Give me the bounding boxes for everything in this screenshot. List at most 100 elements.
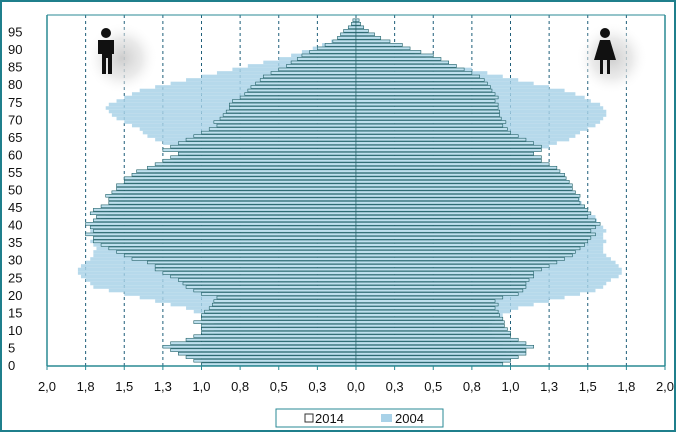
bar-2014-male <box>185 355 357 359</box>
bar-2014-female <box>355 116 502 121</box>
bar-2014-male <box>193 334 357 338</box>
bar-2014-female <box>355 46 411 51</box>
bar-2014-male <box>222 113 357 117</box>
bar-2014-male <box>352 18 357 22</box>
bar-2014-female <box>355 316 504 321</box>
bar-2004-male <box>131 92 356 96</box>
bar-2014-male <box>170 155 357 159</box>
bar-2014-male <box>247 88 357 93</box>
bar-2014-female <box>355 123 504 128</box>
bar-2014-male <box>201 316 357 321</box>
bar-2014-male <box>208 127 357 131</box>
bar-2014-male <box>193 320 357 324</box>
bar-2014-male <box>178 151 357 156</box>
bar-2014-male <box>185 137 357 142</box>
bar-2014-female <box>355 197 579 201</box>
bar-2014-female <box>355 18 360 22</box>
bar-2014-male <box>309 50 357 54</box>
bar-2014-female <box>355 74 480 79</box>
bar-2014-male <box>250 85 357 89</box>
bar-2014-male <box>213 299 357 303</box>
x-tick-label: 0,3 <box>308 379 326 394</box>
bar-2014-male <box>229 102 357 107</box>
bar-2014-female <box>355 43 403 47</box>
bar-2014-male <box>351 22 357 26</box>
bar-2014-female <box>355 257 565 261</box>
bar-2014-female <box>355 323 505 328</box>
bar-2014-male <box>131 257 357 261</box>
bar-2014-female <box>355 22 361 26</box>
y-tick-label: 15 <box>8 305 22 320</box>
bar-2014-male <box>105 194 357 198</box>
bar-2014-female <box>355 67 465 72</box>
bar-2014-female <box>355 158 542 163</box>
bar-2014-female <box>355 60 449 65</box>
bar-2014-female <box>355 50 422 54</box>
bar-2014-male <box>255 81 357 86</box>
bar-2014-male <box>259 78 357 82</box>
bar-2014-female <box>355 359 511 363</box>
bar-2014-female <box>355 278 530 282</box>
bar-2014-male <box>123 176 357 180</box>
y-tick-label: 60 <box>8 147 22 162</box>
bar-2014-male <box>232 99 357 103</box>
x-tick-label: 1,3 <box>154 379 172 394</box>
bar-2014-male <box>162 344 357 349</box>
bar-2014-female <box>355 109 500 114</box>
legend: 2014 2004 <box>275 408 444 428</box>
bar-2014-male <box>201 327 357 331</box>
y-tick-label: 95 <box>8 25 22 40</box>
bar-2014-female <box>355 313 500 317</box>
bar-2014-male <box>123 253 357 258</box>
bar-2014-female <box>355 292 519 296</box>
x-tick-label: 0,3 <box>386 379 404 394</box>
bar-2014-male <box>147 165 357 170</box>
x-tick-label: 0,8 <box>463 379 481 394</box>
bar-2014-male <box>239 95 357 100</box>
bar-2014-male <box>154 267 357 272</box>
bar-2014-female <box>355 355 519 359</box>
bar-2014-male <box>340 32 357 37</box>
bar-2014-male <box>136 169 357 173</box>
bar-2014-male <box>100 204 357 208</box>
bar-2014-male <box>170 348 357 352</box>
bar-2014-male <box>170 274 357 279</box>
bar-2014-female <box>355 306 496 310</box>
bar-2014-female <box>355 250 576 254</box>
bar-2014-male <box>208 306 357 310</box>
bar-2014-female <box>355 309 499 314</box>
y-tick-label: 65 <box>8 130 22 145</box>
bar-2014-female <box>355 134 519 138</box>
bar-2014-male <box>324 43 357 47</box>
x-tick-label: 1,5 <box>579 379 597 394</box>
bar-2014-female <box>355 285 527 289</box>
bar-2014-male <box>162 271 357 275</box>
bar-2014-female <box>355 190 576 194</box>
bar-2014-female <box>355 232 596 237</box>
bar-2014-female <box>355 81 488 86</box>
bar-2014-male <box>301 53 357 58</box>
bar-2014-male <box>116 187 357 191</box>
bar-2014-male <box>270 71 357 75</box>
bar-2014-female <box>355 151 534 156</box>
bar-2014-male <box>347 25 357 29</box>
bar-2014-male <box>185 285 357 289</box>
bar-2014-female <box>355 281 527 286</box>
bar-2014-male <box>193 134 357 138</box>
bar-2014-female <box>355 85 491 89</box>
bar-2014-male <box>116 250 357 254</box>
bar-2014-female <box>355 239 589 244</box>
bar-2014-male <box>244 92 357 96</box>
bar-2014-male <box>89 211 357 216</box>
bar-2014-female <box>355 215 589 219</box>
bar-2014-female <box>355 183 573 187</box>
bar-2014-male <box>229 106 357 110</box>
legend-swatch-2004 <box>381 414 392 422</box>
bar-2014-female <box>355 148 542 152</box>
bar-2014-female <box>355 288 524 293</box>
bar-2014-male <box>296 57 357 61</box>
x-tick-label: 1,0 <box>192 379 210 394</box>
bar-2014-female <box>355 64 457 68</box>
bar-2014-male <box>85 222 357 226</box>
bar-2014-female <box>355 176 567 180</box>
